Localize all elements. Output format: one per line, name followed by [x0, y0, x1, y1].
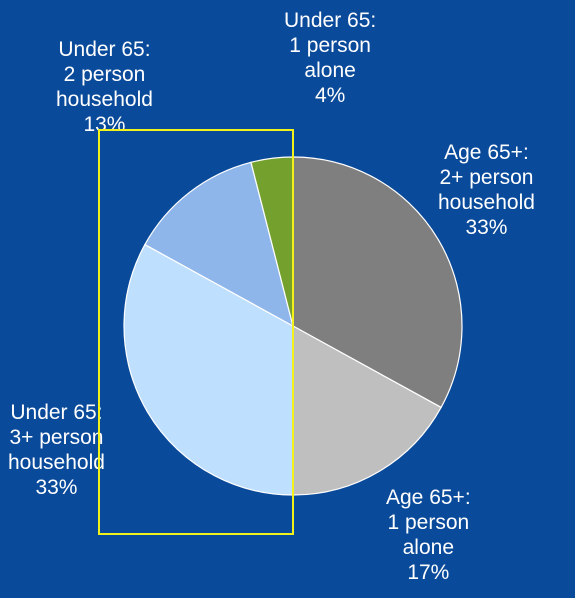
- slice-label-65-plus-2-person: Age 65+: 2+ person household 33%: [438, 141, 535, 239]
- slice-label-under-65-3-person: Under 65: 3+ person household 33%: [8, 401, 105, 499]
- slice-under-65-2-person: [144, 161, 294, 328]
- slice-65-plus-2-person: [292, 156, 463, 409]
- slice-label-under-65-alone: Under 65: 1 person alone 4%: [284, 9, 377, 107]
- slice-label-65-plus-alone: Age 65+: 1 person alone 17%: [386, 486, 471, 584]
- slice-under-65-3-person: [123, 243, 294, 496]
- slice-65-plus-alone: [292, 324, 442, 496]
- slice-label-under-65-2-person: Under 65: 2 person household 13%: [56, 38, 153, 136]
